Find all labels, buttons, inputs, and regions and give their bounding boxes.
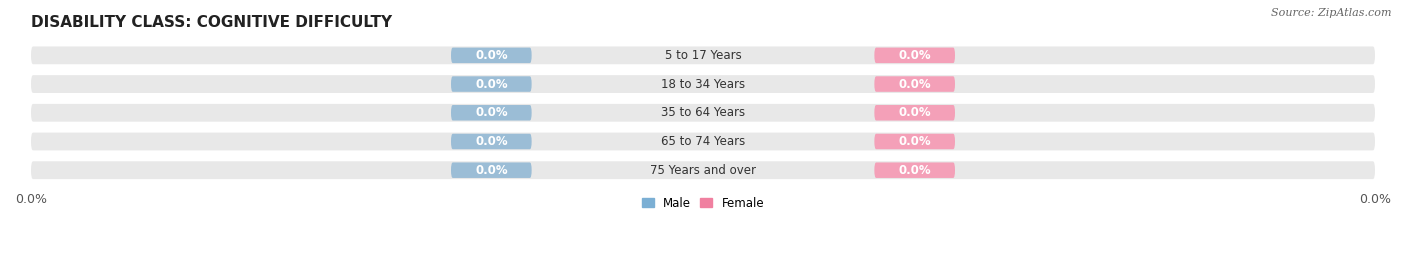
Text: 65 to 74 Years: 65 to 74 Years (661, 135, 745, 148)
FancyBboxPatch shape (31, 133, 1375, 150)
Text: 18 to 34 Years: 18 to 34 Years (661, 77, 745, 91)
Text: 0.0%: 0.0% (898, 164, 931, 177)
FancyBboxPatch shape (451, 76, 531, 92)
FancyBboxPatch shape (875, 105, 955, 121)
Text: 0.0%: 0.0% (475, 77, 508, 91)
FancyBboxPatch shape (31, 161, 1375, 179)
FancyBboxPatch shape (451, 134, 531, 149)
Text: 35 to 64 Years: 35 to 64 Years (661, 106, 745, 119)
FancyBboxPatch shape (31, 75, 1375, 93)
FancyBboxPatch shape (451, 48, 531, 63)
Text: 0.0%: 0.0% (898, 106, 931, 119)
FancyBboxPatch shape (451, 162, 531, 178)
FancyBboxPatch shape (875, 134, 955, 149)
Text: 0.0%: 0.0% (475, 49, 508, 62)
Text: Source: ZipAtlas.com: Source: ZipAtlas.com (1271, 8, 1392, 18)
Text: 0.0%: 0.0% (475, 106, 508, 119)
Text: 0.0%: 0.0% (898, 49, 931, 62)
FancyBboxPatch shape (31, 104, 1375, 122)
FancyBboxPatch shape (31, 47, 1375, 64)
Text: 0.0%: 0.0% (475, 164, 508, 177)
FancyBboxPatch shape (875, 76, 955, 92)
Text: 0.0%: 0.0% (898, 135, 931, 148)
Text: DISABILITY CLASS: COGNITIVE DIFFICULTY: DISABILITY CLASS: COGNITIVE DIFFICULTY (31, 15, 392, 30)
Legend: Male, Female: Male, Female (637, 192, 769, 214)
Text: 75 Years and over: 75 Years and over (650, 164, 756, 177)
Text: 0.0%: 0.0% (475, 135, 508, 148)
FancyBboxPatch shape (875, 162, 955, 178)
Text: 0.0%: 0.0% (898, 77, 931, 91)
FancyBboxPatch shape (451, 105, 531, 121)
FancyBboxPatch shape (875, 48, 955, 63)
Text: 5 to 17 Years: 5 to 17 Years (665, 49, 741, 62)
